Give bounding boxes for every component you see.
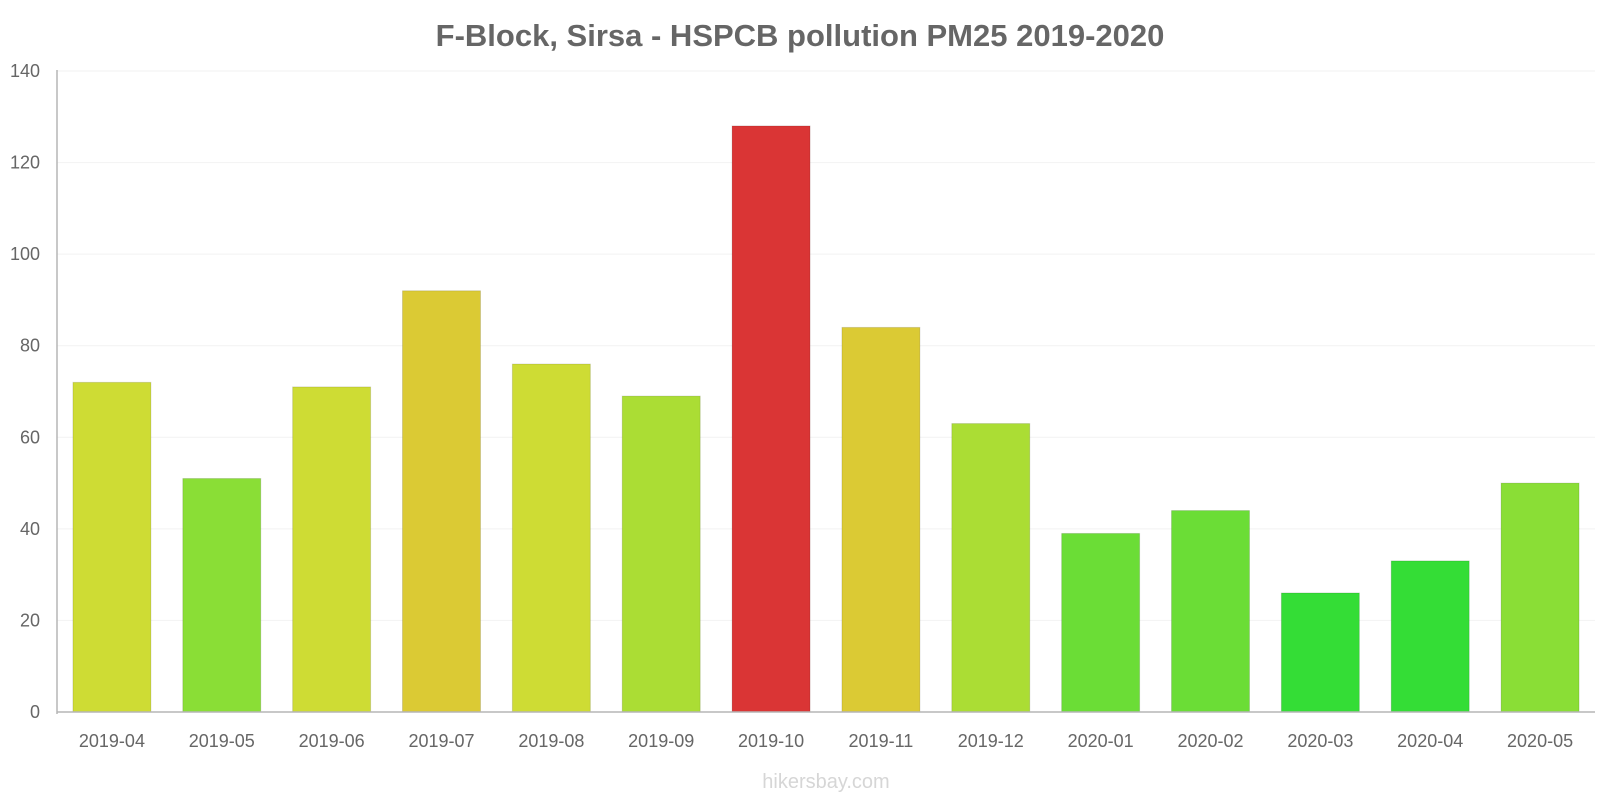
x-tick-label: 2019-12 <box>958 731 1024 751</box>
bar-2019-11[interactable] <box>841 326 921 713</box>
gridlines <box>57 70 1595 621</box>
x-tick-label: 2019-10 <box>738 731 804 751</box>
x-tick-label: 2019-05 <box>189 731 255 751</box>
x-tick-label: 2020-03 <box>1287 731 1353 751</box>
bar-2019-06[interactable] <box>292 386 372 713</box>
bar-2020-02[interactable] <box>1171 510 1250 713</box>
chart-title: F-Block, Sirsa - HSPCB pollution PM25 20… <box>436 18 1165 53</box>
bar-2019-05[interactable] <box>182 477 262 713</box>
y-tick-labels: 0 20 40 60 80 100 120 140 <box>10 61 40 722</box>
bar-2019-08[interactable] <box>511 363 591 713</box>
bar-2020-03[interactable] <box>1280 592 1360 713</box>
x-tick-label: 2019-07 <box>408 731 474 751</box>
x-tick-label: 2019-04 <box>79 731 145 751</box>
bar-2019-04[interactable] <box>72 381 152 713</box>
y-tick-label: 120 <box>10 153 40 173</box>
x-tick-label: 2019-11 <box>849 731 914 751</box>
axes <box>56 70 1595 714</box>
bar-2019-12[interactable] <box>951 423 1031 713</box>
x-tick-label: 2019-09 <box>628 731 694 751</box>
bar-2020-01[interactable] <box>1061 532 1141 713</box>
y-tick-label: 80 <box>20 336 40 356</box>
y-tick-label: 100 <box>10 244 40 264</box>
bars <box>72 125 1580 713</box>
bar-2019-07[interactable] <box>402 290 481 713</box>
x-tick-label: 2020-05 <box>1507 731 1573 751</box>
x-tick-label: 2019-06 <box>299 731 365 751</box>
x-tick-label: 2020-02 <box>1177 731 1243 751</box>
y-tick-label: 40 <box>20 519 40 539</box>
y-tick-label: 60 <box>20 427 40 447</box>
y-tick-label: 0 <box>30 702 40 722</box>
x-tick-label: 2020-04 <box>1397 731 1463 751</box>
x-tick-label: 2020-01 <box>1068 731 1134 751</box>
bar-2019-09[interactable] <box>621 395 701 713</box>
source-watermark: hikersbay.com <box>762 771 889 793</box>
bar-2019-10[interactable] <box>731 125 811 713</box>
x-tick-label: 2019-08 <box>518 731 584 751</box>
y-tick-label: 140 <box>10 61 40 81</box>
bar-2020-05[interactable] <box>1500 482 1580 713</box>
x-tick-labels: 2019-04 2019-05 2019-06 2019-07 2019-08 2019-… <box>79 731 1573 751</box>
y-tick-label: 20 <box>20 610 40 630</box>
bar-2020-04[interactable] <box>1390 560 1470 713</box>
